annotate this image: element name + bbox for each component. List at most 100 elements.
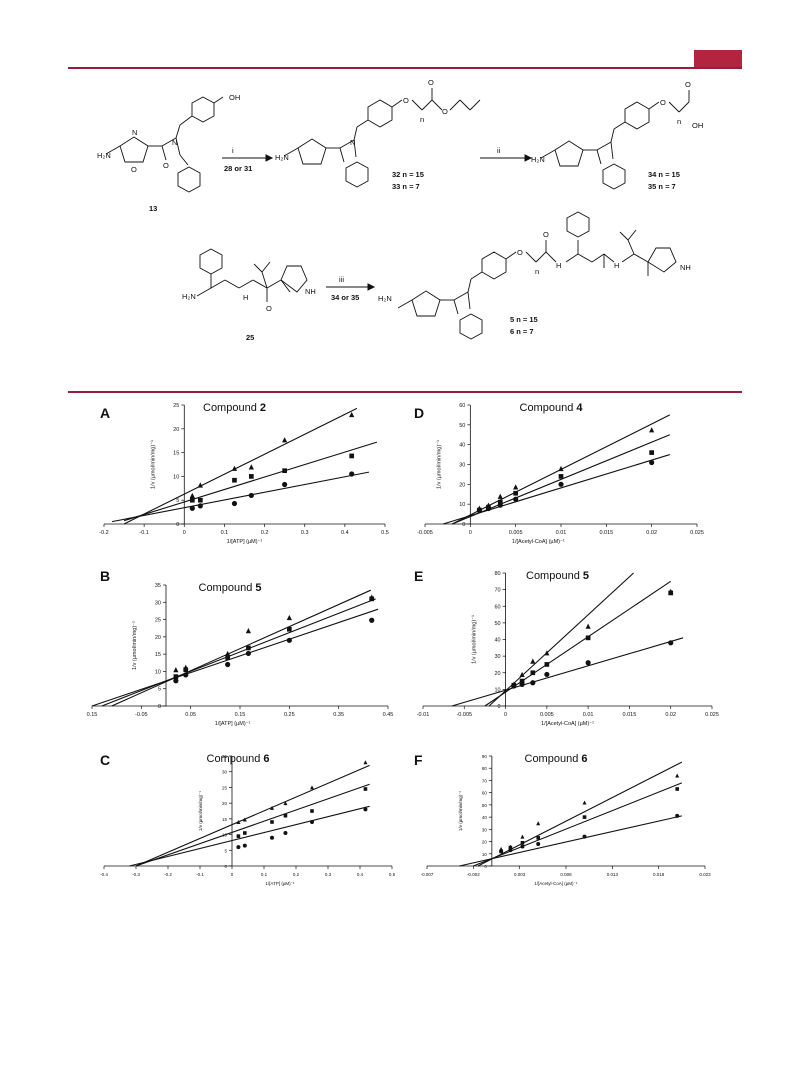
data-point-square xyxy=(675,787,679,791)
x-axis-label: 1/[Acetyl-CoA] (µM)⁻¹ xyxy=(512,539,565,545)
reagent-ii-label: ii xyxy=(497,146,501,155)
regression-line-square xyxy=(451,434,671,525)
x-axis-label: 1/[Acetyl-CoA] (µM)⁻¹ xyxy=(541,721,594,727)
y-tick-label: 15 xyxy=(155,652,161,658)
data-point-triangle xyxy=(497,493,503,499)
y-tick-label: 15 xyxy=(222,817,228,822)
y-tick-label: 20 xyxy=(173,427,179,433)
y-tick-label: 30 xyxy=(222,770,228,775)
compound-33-label: 33 n = 7 xyxy=(392,182,420,191)
data-point-circle xyxy=(363,807,368,812)
y-tick-label: 10 xyxy=(173,474,179,480)
y-axis-label: 1/v (µmol/min/mg)⁻¹ xyxy=(198,791,203,831)
x-tick-label: 0.025 xyxy=(705,712,719,718)
regression-line-triangle xyxy=(488,572,634,707)
regression-line-circle xyxy=(111,471,370,523)
regression-line-circle xyxy=(91,608,379,707)
data-point-circle xyxy=(530,680,536,686)
x-tick-label: 0.05 xyxy=(185,712,196,718)
x-tick-label: 0.15 xyxy=(235,712,246,718)
x-tick-label: 0.015 xyxy=(623,712,637,718)
chart-title: Compound 5 xyxy=(526,570,589,582)
x-tick-label: 0 xyxy=(231,872,234,877)
atom-h2n-34: H₂N xyxy=(531,155,545,164)
data-point-triangle xyxy=(536,821,541,826)
y-axis-label: 1/v (µmol/min/mg)⁻¹ xyxy=(150,440,156,489)
x-tick-label: 0.5 xyxy=(389,872,396,877)
reagent-iii-compounds: 34 or 35 xyxy=(331,293,359,302)
header-accent-tab xyxy=(694,50,742,67)
sub-n-32: n xyxy=(420,115,424,124)
x-tick-label: 0.45 xyxy=(383,712,394,718)
data-point-triangle xyxy=(225,650,231,657)
x-tick-label: 0.015 xyxy=(599,530,613,536)
data-point-circle xyxy=(508,848,513,853)
y-tick-label: 90 xyxy=(482,754,488,759)
panel-letter: E xyxy=(414,568,423,584)
chart-title: Compound 2 xyxy=(203,402,266,414)
data-point-triangle xyxy=(363,760,368,765)
atom-oh-34: OH xyxy=(692,121,703,130)
compound-5-label: 5 n = 15 xyxy=(510,315,538,324)
compound-6-label: 6 n = 7 xyxy=(510,327,534,336)
data-point-square xyxy=(513,490,519,496)
x-tick-label: 0.3 xyxy=(325,872,332,877)
x-tick-label: 0 xyxy=(469,530,472,536)
data-point-circle xyxy=(536,842,541,846)
y-tick-label: 30 xyxy=(155,600,161,606)
data-point-triangle xyxy=(544,650,550,656)
data-point-circle xyxy=(197,503,203,509)
data-point-circle xyxy=(173,678,179,684)
x-tick-label: 0.5 xyxy=(381,530,389,536)
x-tick-label: 0.15 xyxy=(87,712,98,718)
data-point-square xyxy=(582,815,587,819)
data-point-triangle xyxy=(520,834,525,839)
atom-o-25: O xyxy=(266,304,272,313)
panel-letter: F xyxy=(414,752,423,768)
data-point-square xyxy=(225,655,231,660)
x-tick-label: 0.008 xyxy=(560,872,572,877)
y-tick-label: 35 xyxy=(155,583,161,589)
data-point-circle xyxy=(242,843,247,848)
data-point-square xyxy=(232,477,237,483)
regression-line-triangle xyxy=(135,764,370,867)
y-tick-label: 25 xyxy=(155,618,161,624)
x-tick-label: -0.1 xyxy=(139,530,148,536)
panel-letter: C xyxy=(100,752,110,768)
data-point-circle xyxy=(511,683,517,689)
y-tick-label: 0 xyxy=(176,522,179,528)
x-axis-label: 1/[ATP] (µM)⁻¹ xyxy=(215,721,251,727)
data-point-triangle xyxy=(310,785,314,790)
data-point-triangle xyxy=(248,464,254,470)
regression-line-square xyxy=(135,783,370,867)
atom-o-ring-13: O xyxy=(131,165,137,174)
atom-h2n-25: H₂N xyxy=(182,292,196,301)
data-point-circle xyxy=(236,845,241,850)
data-point-triangle xyxy=(189,492,195,499)
data-point-square xyxy=(283,813,288,818)
y-tick-label: 0 xyxy=(158,704,161,710)
y-tick-label: 30 xyxy=(494,654,500,660)
data-point-circle xyxy=(497,502,503,508)
data-point-circle xyxy=(675,813,680,818)
x-tick-label: 0.4 xyxy=(357,872,364,877)
y-tick-label: 25 xyxy=(222,785,228,790)
y-tick-label: 30 xyxy=(482,827,488,832)
reagent-i-label: i xyxy=(232,146,234,155)
data-point-circle xyxy=(282,481,288,488)
data-point-circle xyxy=(668,640,674,646)
x-tick-label: -0.005 xyxy=(417,530,433,536)
x-tick-label: 0.01 xyxy=(556,530,567,536)
y-tick-label: 60 xyxy=(482,791,488,796)
x-tick-label: 0 xyxy=(504,712,507,718)
reagent-i-compounds: 28 or 31 xyxy=(224,164,252,173)
atom-h-25: H xyxy=(243,293,248,302)
data-point-square xyxy=(558,474,564,479)
y-tick-label: 0 xyxy=(498,704,501,710)
y-tick-label: 10 xyxy=(482,852,488,857)
x-tick-label: 0.02 xyxy=(646,530,657,536)
chart-panel-f: F Compound 6 -0.007 -0.002 0.003 0.008 0.013 0.… xyxy=(414,752,711,886)
x-tick-label: -0.3 xyxy=(132,872,140,877)
atom-o-ether-32: O xyxy=(403,96,409,105)
x-tick-label: 0.3 xyxy=(301,530,309,536)
